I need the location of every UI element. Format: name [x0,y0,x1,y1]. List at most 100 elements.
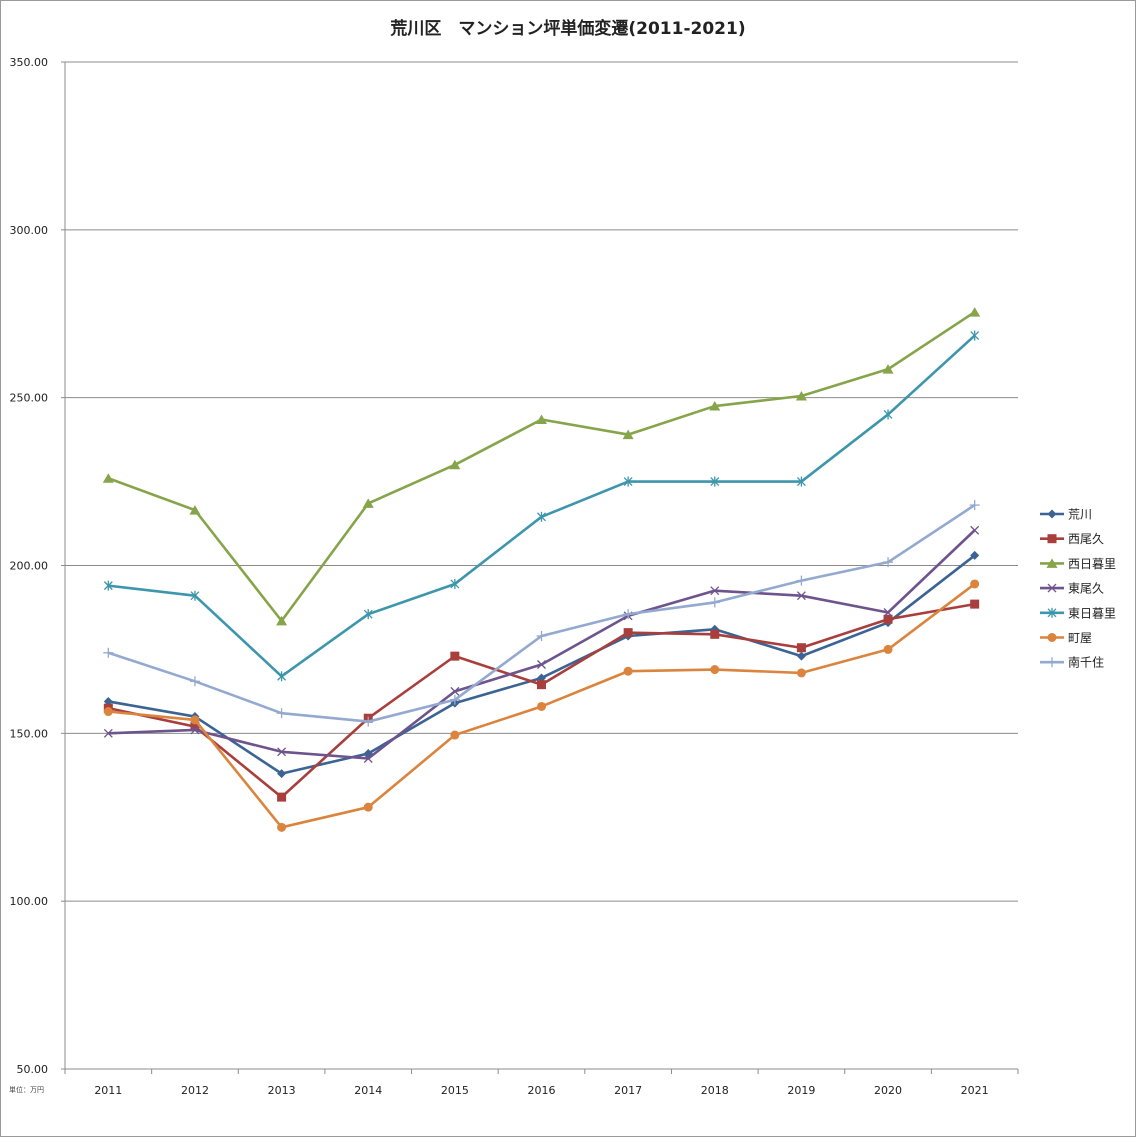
data-point [883,557,894,568]
data-point [710,665,720,675]
x-tick-label: 2021 [961,1084,989,1097]
data-point [623,666,633,676]
data-point [969,500,980,511]
y-tick-label: 50.00 [17,1063,49,1076]
data-point [190,590,200,601]
legend-item: 町屋 [1040,631,1092,645]
data-point [970,330,980,341]
series-lines [102,307,981,832]
chart-title: 荒川区 マンション坪単価変遷(2011-2021) [390,19,746,39]
data-point [363,754,373,763]
data-point [363,716,374,727]
x-tick-label: 2013 [268,1084,296,1097]
data-point [103,707,113,717]
legend-label: 東日暮里 [1068,606,1116,620]
series-5 [103,330,980,682]
x-tick-label: 2017 [614,1084,642,1097]
data-point [190,725,200,735]
data-point [796,591,806,601]
data-point [537,701,546,711]
axes [61,61,1019,1074]
data-point [103,728,113,738]
data-point [710,629,720,639]
data-point [970,550,980,560]
data-point [276,708,287,719]
data-point [709,401,721,411]
data-point [970,599,980,609]
data-point [622,429,634,440]
series-2 [103,599,980,802]
data-point [710,476,720,487]
y-tick-label: 350.00 [10,56,49,69]
x-tick-label: 2014 [354,1084,382,1097]
data-point [190,722,200,732]
legend-item: 南千住 [1040,655,1104,670]
legend-label: 東尾久 [1068,582,1104,596]
legend-marker [1047,607,1057,618]
legend-marker [1046,558,1058,568]
series-line [108,334,976,678]
data-point [450,651,460,661]
legend-marker [1047,534,1057,544]
y-tick-label: 200.00 [10,560,49,573]
data-point [623,609,634,620]
unit-note: 単位：万円 [9,1086,44,1094]
data-point [537,680,546,690]
legend-label: 西日暮里 [1068,557,1116,571]
data-point [970,525,980,535]
legend-item: 荒川 [1040,508,1092,522]
legend-marker [1047,633,1057,642]
legend-item: 東尾久 [1040,582,1104,596]
legend-label: 荒川 [1068,508,1092,522]
data-point [883,409,893,420]
data-point [450,578,460,589]
data-point [796,575,807,586]
data-point [449,694,460,705]
data-point [537,511,546,522]
data-point [796,643,806,653]
x-tick-label: 2018 [701,1084,729,1097]
legend-label: 南千住 [1068,655,1104,670]
data-point [882,364,894,374]
x-tick-label: 2020 [874,1084,902,1097]
x-axis-ticks: 2011 2012 2013 2014 2015 2016 2017 2018 2019 2020… [94,1084,988,1097]
data-point [450,686,460,696]
series-7 [103,500,980,727]
y-axis-ticks: 50.00 100.00 150.00 200.00 250.00 300.00 350.0… [10,56,49,1076]
legend-item: 東日暮里 [1040,606,1116,620]
legend-label: 西尾久 [1068,532,1104,546]
data-point [362,498,374,508]
data-point [363,609,373,620]
data-point [796,668,806,678]
data-point [970,579,980,589]
data-point [623,628,633,638]
data-point [102,473,114,483]
legend-item: 西日暮里 [1040,557,1116,571]
data-point [450,730,460,740]
y-tick-label: 250.00 [10,392,49,405]
data-point [103,647,114,658]
data-point [969,307,981,317]
legend-marker [1047,509,1057,519]
x-tick-label: 2012 [181,1084,209,1097]
y-tick-label: 150.00 [10,727,49,740]
data-point [883,614,893,624]
data-point [103,580,113,591]
x-tick-label: 2016 [528,1084,556,1097]
data-point [363,802,373,812]
series-3 [102,307,981,626]
data-point [623,476,633,487]
data-point [189,505,201,515]
data-point [277,769,287,779]
legend-marker [1047,583,1057,593]
y-tick-label: 300.00 [10,224,49,237]
data-point [276,615,288,626]
series-line [107,310,976,623]
data-point [537,660,546,669]
series-4 [103,525,980,763]
data-point [277,671,287,682]
data-point [536,414,547,424]
data-point [883,608,893,617]
